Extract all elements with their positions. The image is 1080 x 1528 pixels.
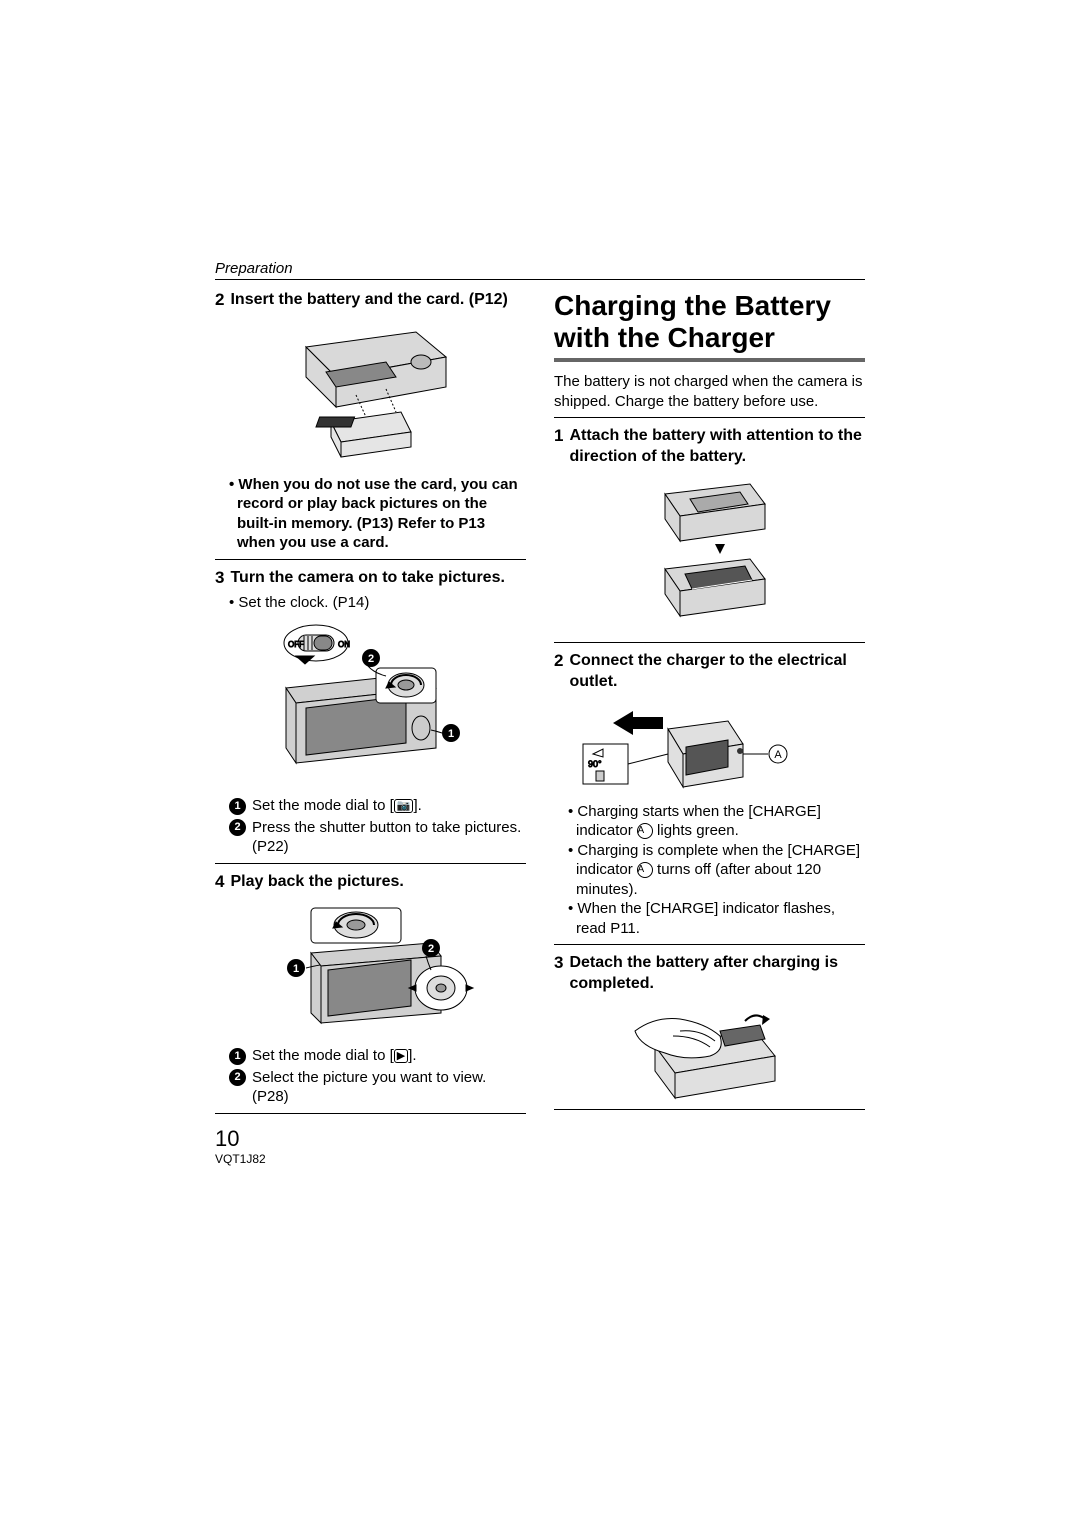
label-a-icon: A bbox=[637, 862, 653, 878]
charger-outlet-illustration: 90° A bbox=[568, 699, 798, 794]
note-text: When you do not use the card, you can re… bbox=[237, 476, 518, 552]
manual-page: Preparation 2 Insert the battery and the… bbox=[0, 0, 1080, 1528]
enum-marker-1: 1 bbox=[229, 798, 246, 815]
r-step-2-b1: • Charging starts when the [CHARGE] indi… bbox=[568, 802, 865, 841]
step-number: 1 bbox=[554, 426, 563, 446]
step-title: Turn the camera on to take pictures. bbox=[230, 568, 504, 589]
step-3-sub: • Set the clock. (P14) bbox=[229, 593, 526, 613]
svg-text:OFF: OFF bbox=[288, 640, 304, 649]
r-step-1-heading: 1 Attach the battery with attention to t… bbox=[554, 426, 865, 468]
sub-text: Set the clock. (P14) bbox=[238, 594, 369, 611]
step-4-enum-2: 2 Select the picture you want to view. (… bbox=[229, 1068, 526, 1107]
playback-illustration: 1 2 bbox=[256, 898, 486, 1038]
play-mode-icon: ▶ bbox=[394, 1049, 408, 1063]
divider bbox=[215, 559, 526, 560]
step-number: 2 bbox=[215, 290, 224, 310]
step-number: 3 bbox=[215, 568, 224, 588]
step-title: Insert the battery and the card. (P12) bbox=[230, 290, 507, 311]
step-4-heading: 4 Play back the pictures. bbox=[215, 872, 526, 893]
section-header: Preparation bbox=[215, 260, 865, 280]
divider bbox=[554, 1109, 865, 1110]
step-3-enum-1: 1 Set the mode dial to [📷]. bbox=[229, 796, 526, 816]
page-footer: 10 VQT1J82 bbox=[215, 1126, 526, 1166]
enum-text: Set the mode dial to [▶]. bbox=[252, 1046, 417, 1066]
enum-text: Set the mode dial to [📷]. bbox=[252, 796, 422, 816]
enum-text: Press the shutter button to take picture… bbox=[252, 818, 526, 857]
step-2-note: • When you do not use the card, you can … bbox=[229, 475, 526, 553]
step-4-enum-1: 1 Set the mode dial to [▶]. bbox=[229, 1046, 526, 1066]
enum-marker-2: 2 bbox=[229, 819, 246, 836]
b-text: lights green. bbox=[653, 822, 739, 839]
r-step-2-heading: 2 Connect the charger to the electrical … bbox=[554, 651, 865, 693]
right-column: Charging the Battery with the Charger Th… bbox=[554, 290, 865, 1166]
step-title: Play back the pictures. bbox=[230, 872, 403, 893]
document-code: VQT1J82 bbox=[215, 1152, 526, 1166]
divider bbox=[215, 863, 526, 864]
enum-marker-1: 1 bbox=[229, 1048, 246, 1065]
r-step-3-heading: 3 Detach the battery after charging is c… bbox=[554, 953, 865, 995]
divider bbox=[554, 642, 865, 643]
step-number: 4 bbox=[215, 872, 224, 892]
detach-battery-illustration bbox=[625, 1001, 795, 1101]
camera-mode-icon: 📷 bbox=[394, 799, 414, 813]
r-step-2-b2: • Charging is complete when the [CHARGE]… bbox=[568, 841, 865, 900]
svg-text:90°: 90° bbox=[588, 759, 602, 769]
title-rule bbox=[554, 358, 865, 362]
b-text: When the [CHARGE] indicator flashes, rea… bbox=[576, 900, 835, 937]
step-2-heading: 2 Insert the battery and the card. (P12) bbox=[215, 290, 526, 311]
svg-text:ON: ON bbox=[338, 640, 350, 649]
enum-text: Select the picture you want to view. (P2… bbox=[252, 1068, 526, 1107]
step-number: 2 bbox=[554, 651, 563, 671]
camera-on-illustration: OFF ON 2 bbox=[256, 618, 486, 788]
step-title: Attach the battery with attention to the… bbox=[569, 426, 865, 468]
intro-text: The battery is not charged when the came… bbox=[554, 372, 865, 411]
r-step-2-b3: • When the [CHARGE] indicator flashes, r… bbox=[568, 899, 865, 938]
divider bbox=[215, 1113, 526, 1114]
step-title: Connect the charger to the electrical ou… bbox=[569, 651, 865, 693]
svg-text:2: 2 bbox=[427, 943, 433, 955]
divider bbox=[554, 417, 865, 418]
svg-text:2: 2 bbox=[367, 653, 373, 665]
svg-text:A: A bbox=[774, 749, 782, 761]
enum-marker-2: 2 bbox=[229, 1069, 246, 1086]
label-a-icon: A bbox=[637, 823, 653, 839]
attach-battery-illustration bbox=[630, 474, 790, 634]
two-column-layout: 2 Insert the battery and the card. (P12) bbox=[215, 290, 865, 1166]
step-number: 3 bbox=[554, 953, 563, 973]
step-3-heading: 3 Turn the camera on to take pictures. bbox=[215, 568, 526, 589]
step-3-enum-2: 2 Press the shutter button to take pictu… bbox=[229, 818, 526, 857]
left-column: 2 Insert the battery and the card. (P12) bbox=[215, 290, 526, 1166]
page-number: 10 bbox=[215, 1126, 526, 1152]
svg-text:1: 1 bbox=[292, 963, 298, 975]
svg-text:1: 1 bbox=[447, 728, 453, 740]
divider bbox=[554, 944, 865, 945]
insert-battery-illustration bbox=[266, 317, 476, 467]
main-title: Charging the Battery with the Charger bbox=[554, 290, 865, 354]
step-title: Detach the battery after charging is com… bbox=[569, 953, 865, 995]
